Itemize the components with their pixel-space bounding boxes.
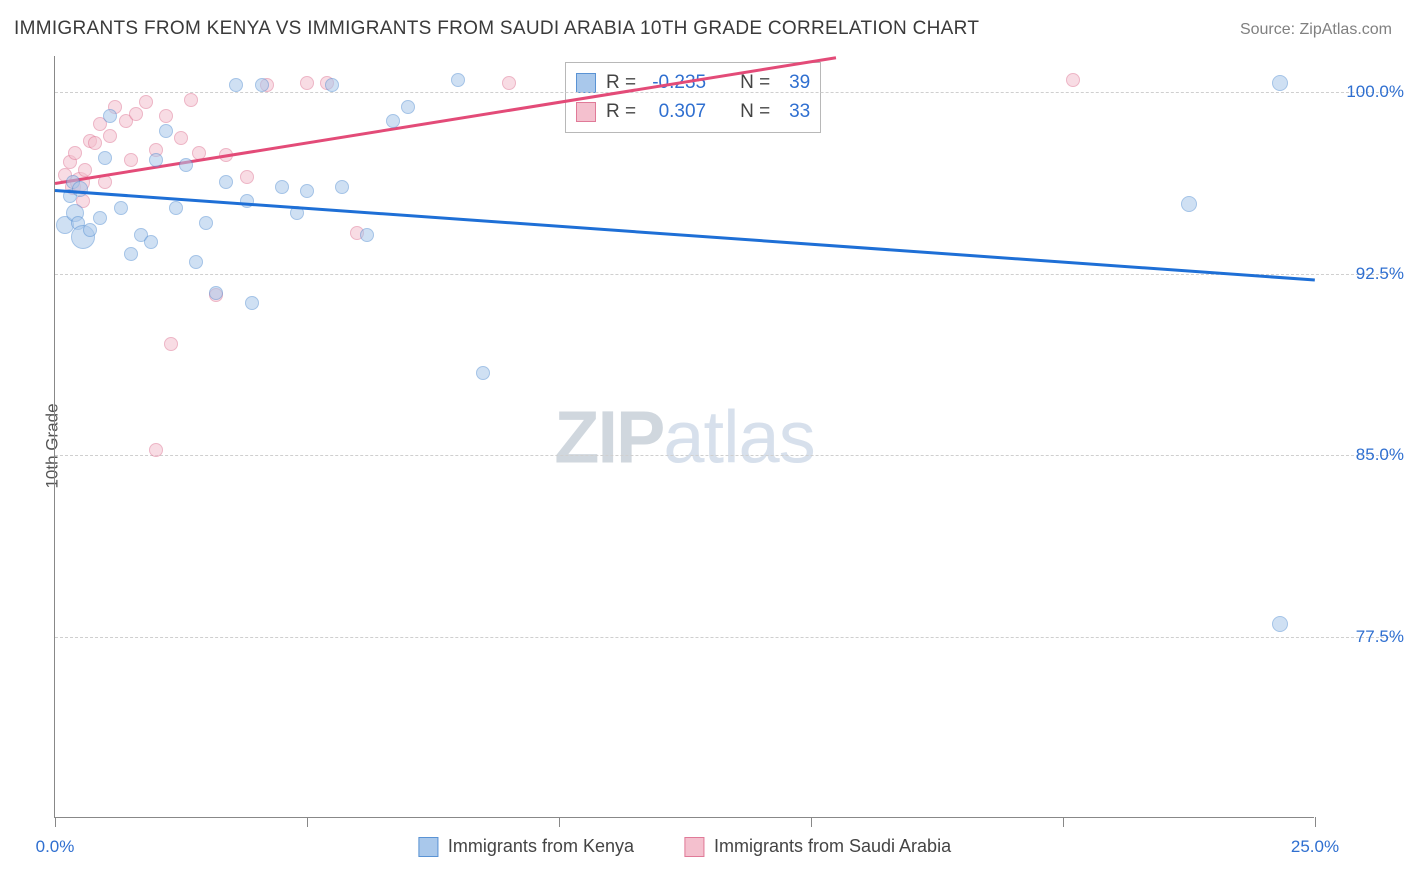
scatter-point — [360, 228, 374, 242]
chart-header: IMMIGRANTS FROM KENYA VS IMMIGRANTS FROM… — [14, 18, 1392, 40]
scatter-point — [240, 170, 254, 184]
x-tick — [55, 817, 56, 827]
legend-label-saudi: Immigrants from Saudi Arabia — [714, 836, 951, 857]
scatter-point — [103, 129, 117, 143]
scatter-point — [164, 337, 178, 351]
legend-kenya: Immigrants from Kenya — [418, 836, 634, 857]
watermark: ZIPatlas — [554, 394, 814, 479]
x-tick — [1063, 817, 1064, 827]
chart-title: IMMIGRANTS FROM KENYA VS IMMIGRANTS FROM… — [14, 18, 979, 40]
scatter-point — [1181, 196, 1197, 212]
y-tick-label: 100.0% — [1346, 82, 1404, 102]
scatter-point — [78, 163, 92, 177]
scatter-point — [219, 175, 233, 189]
scatter-point — [300, 76, 314, 90]
watermark-atlas: atlas — [663, 395, 814, 478]
scatter-point — [98, 151, 112, 165]
scatter-point — [1272, 75, 1288, 91]
gridline — [55, 274, 1394, 275]
scatter-point — [68, 146, 82, 160]
scatter-point — [129, 107, 143, 121]
gridline — [55, 455, 1394, 456]
stat-swatch — [576, 102, 596, 122]
gridline — [55, 92, 1394, 93]
scatter-point — [184, 93, 198, 107]
legend-swatch-kenya — [418, 837, 438, 857]
scatter-point — [114, 201, 128, 215]
scatter-point — [209, 286, 223, 300]
scatter-point — [275, 180, 289, 194]
scatter-point — [229, 78, 243, 92]
scatter-point — [72, 181, 88, 197]
y-tick-label: 92.5% — [1356, 264, 1404, 284]
scatter-point — [149, 153, 163, 167]
scatter-plot-area: ZIPatlas R =-0.235N =39R =0.307N =33 Imm… — [54, 56, 1314, 818]
stat-row: R = 0.307 N = 33 — [576, 98, 810, 127]
chart-source: Source: ZipAtlas.com — [1240, 21, 1392, 39]
x-tick-label: 25.0% — [1291, 837, 1339, 857]
scatter-point — [1066, 73, 1080, 87]
scatter-point — [476, 366, 490, 380]
gridline — [55, 637, 1394, 638]
scatter-point — [169, 201, 183, 215]
scatter-point — [174, 131, 188, 145]
y-tick-label: 85.0% — [1356, 445, 1404, 465]
stat-n-value: 33 — [780, 98, 810, 127]
scatter-point — [451, 73, 465, 87]
legend-saudi: Immigrants from Saudi Arabia — [684, 836, 951, 857]
scatter-point — [88, 136, 102, 150]
scatter-point — [139, 95, 153, 109]
trend-line — [55, 189, 1315, 281]
scatter-point — [103, 109, 117, 123]
scatter-point — [144, 235, 158, 249]
x-tick-label: 0.0% — [36, 837, 75, 857]
x-tick — [1315, 817, 1316, 827]
scatter-point — [401, 100, 415, 114]
scatter-point — [149, 443, 163, 457]
scatter-point — [245, 296, 259, 310]
correlation-stats-box: R =-0.235N =39R =0.307N =33 — [565, 62, 821, 133]
stat-swatch — [576, 73, 596, 93]
scatter-point — [124, 153, 138, 167]
scatter-point — [159, 124, 173, 138]
watermark-zip: ZIP — [554, 395, 663, 478]
x-tick — [307, 817, 308, 827]
legend-label-kenya: Immigrants from Kenya — [448, 836, 634, 857]
scatter-point — [83, 223, 97, 237]
x-tick — [559, 817, 560, 827]
scatter-point — [255, 78, 269, 92]
legend-swatch-saudi — [684, 837, 704, 857]
scatter-point — [124, 247, 138, 261]
stat-r-label: R = — [606, 98, 636, 127]
scatter-point — [335, 180, 349, 194]
scatter-point — [159, 109, 173, 123]
stat-r-value: 0.307 — [646, 98, 706, 127]
scatter-point — [502, 76, 516, 90]
scatter-point — [189, 255, 203, 269]
scatter-point — [179, 158, 193, 172]
y-tick-label: 77.5% — [1356, 627, 1404, 647]
stat-n-label: N = — [740, 98, 770, 127]
scatter-point — [300, 184, 314, 198]
scatter-point — [93, 211, 107, 225]
x-tick — [811, 817, 812, 827]
scatter-point — [240, 194, 254, 208]
bottom-legend: Immigrants from Kenya Immigrants from Sa… — [418, 836, 951, 857]
scatter-point — [199, 216, 213, 230]
scatter-point — [386, 114, 400, 128]
scatter-point — [1272, 616, 1288, 632]
scatter-point — [325, 78, 339, 92]
